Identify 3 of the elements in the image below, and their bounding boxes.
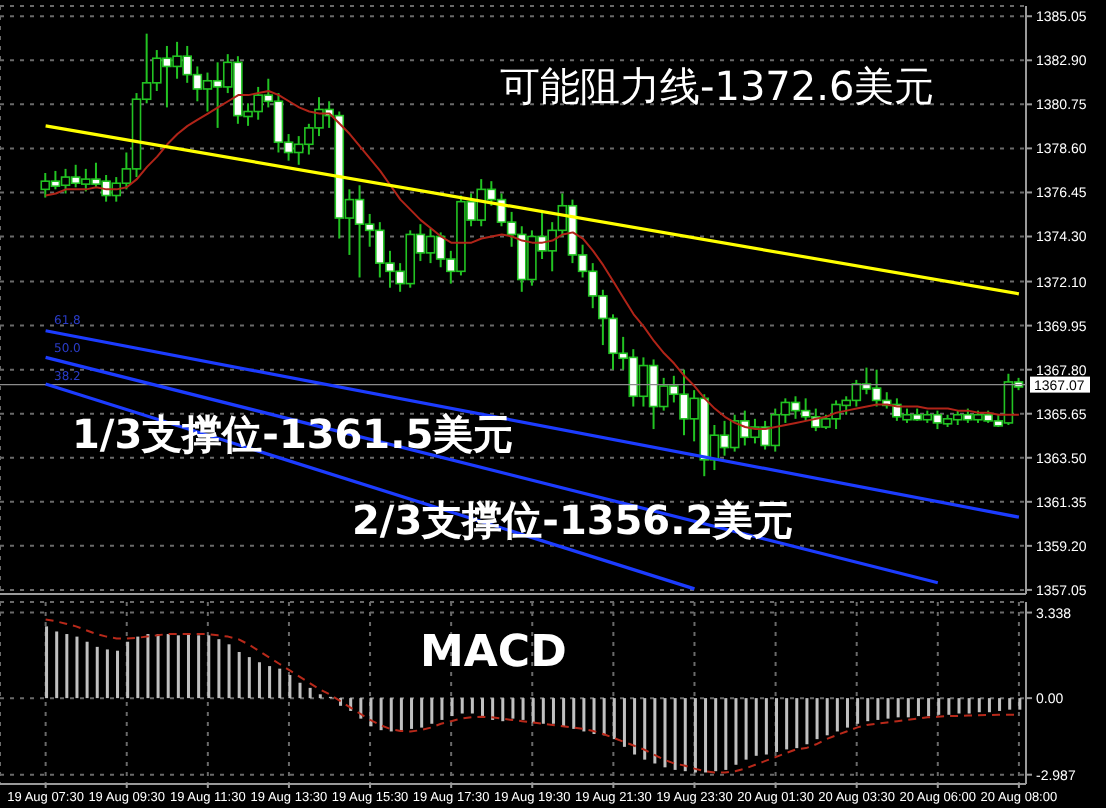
- annotation: 可能阻力线-1372.6美元: [500, 62, 935, 110]
- text: MACD: [420, 628, 567, 678]
- line-series: [44, 618, 1020, 774]
